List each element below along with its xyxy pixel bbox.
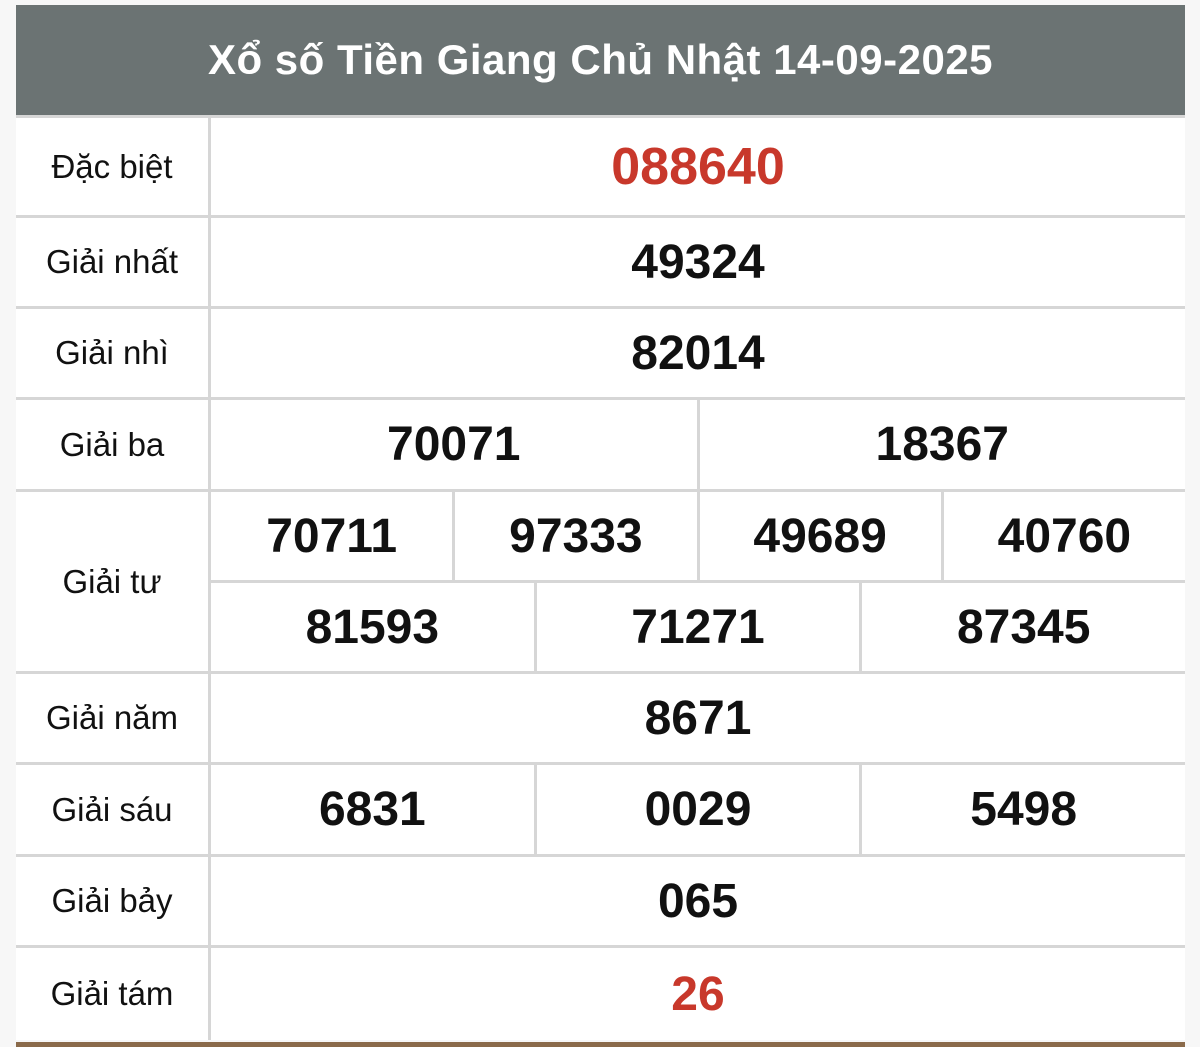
prize-values: 70711 97333 49689 40760 81593 71271 87345 xyxy=(211,492,1185,671)
prize-label: Giải bảy xyxy=(16,857,211,945)
prize-values-row: 81593 71271 87345 xyxy=(211,580,1185,671)
prize-number: 97333 xyxy=(452,492,696,580)
prize-number: 70711 xyxy=(266,509,398,563)
prize-values: 8671 xyxy=(211,674,1185,762)
prize-values: 49324 xyxy=(211,218,1185,306)
prize-number: 49324 xyxy=(631,235,765,289)
prize-number: 5498 xyxy=(859,765,1185,854)
prize-number: 71271 xyxy=(533,583,860,671)
prize-label: Giải nhất xyxy=(16,218,211,306)
prize-label: Giải tám xyxy=(16,948,211,1040)
results-table: Xổ số Tiền Giang Chủ Nhật 14-09-2025 Đặc… xyxy=(16,5,1185,1040)
prize-number: 82014 xyxy=(631,326,765,380)
prize-label: Giải năm xyxy=(16,674,211,762)
prize-number: 87345 xyxy=(859,583,1185,671)
prize-values-row: 065 xyxy=(211,857,1185,945)
prize-values-row: 088640 xyxy=(211,118,1185,215)
prize-values: 70071 18367 xyxy=(211,400,1185,489)
prize-row: Giải sáu 6831 0029 5498 xyxy=(16,762,1185,854)
prize-values: 26 xyxy=(211,948,1185,1040)
prize-values: 6831 0029 5498 xyxy=(211,765,1185,854)
table-title: Xổ số Tiền Giang Chủ Nhật 14-09-2025 xyxy=(16,5,1185,115)
prize-label: Giải sáu xyxy=(16,765,211,854)
prize-values-row: 70071 18367 xyxy=(211,400,1185,489)
prize-number: 18367 xyxy=(696,400,1186,489)
prize-values-row: 70711 97333 49689 40760 xyxy=(211,492,1185,580)
prize-number: 088640 xyxy=(611,137,785,196)
bottom-border xyxy=(16,1042,1185,1047)
prize-row: Giải bảy 065 xyxy=(16,854,1185,945)
prize-number: 8671 xyxy=(644,691,752,745)
prize-values-row: 6831 0029 5498 xyxy=(211,765,1185,854)
prize-number: 49689 xyxy=(696,492,941,580)
prize-number: 0029 xyxy=(533,765,860,854)
prize-row: Giải ba 70071 18367 xyxy=(16,397,1185,489)
prize-number: 26 xyxy=(671,967,725,1021)
prize-values-row: 49324 xyxy=(211,218,1185,306)
prize-number: 6831 xyxy=(318,783,426,836)
prize-values: 065 xyxy=(211,857,1185,945)
prize-values-row: 26 xyxy=(211,948,1185,1040)
prize-row: Giải tám 26 xyxy=(16,945,1185,1040)
prize-number: 065 xyxy=(657,874,739,928)
prize-label: Giải tư xyxy=(16,492,211,671)
prize-row: Giải nhất 49324 xyxy=(16,215,1185,306)
prize-values: 82014 xyxy=(211,309,1185,397)
table-body: Đặc biệt 088640 Giải nhất 49324 Giải nhì 8201… xyxy=(16,115,1185,1040)
prize-number: 40760 xyxy=(940,492,1185,580)
prize-number: 70071 xyxy=(387,418,521,471)
prize-row: Giải nhì 82014 xyxy=(16,306,1185,397)
prize-values: 088640 xyxy=(211,118,1185,215)
prize-label: Giải nhì xyxy=(16,309,211,397)
prize-label: Đặc biệt xyxy=(16,118,211,215)
prize-values-row: 82014 xyxy=(211,309,1185,397)
prize-values-row: 8671 xyxy=(211,674,1185,762)
prize-number: 81593 xyxy=(305,600,440,654)
prize-row: Đặc biệt 088640 xyxy=(16,115,1185,215)
prize-row: Giải năm 8671 xyxy=(16,671,1185,762)
prize-row: Giải tư 70711 97333 49689 40760 81593 71271 873… xyxy=(16,489,1185,671)
prize-label: Giải ba xyxy=(16,400,211,489)
